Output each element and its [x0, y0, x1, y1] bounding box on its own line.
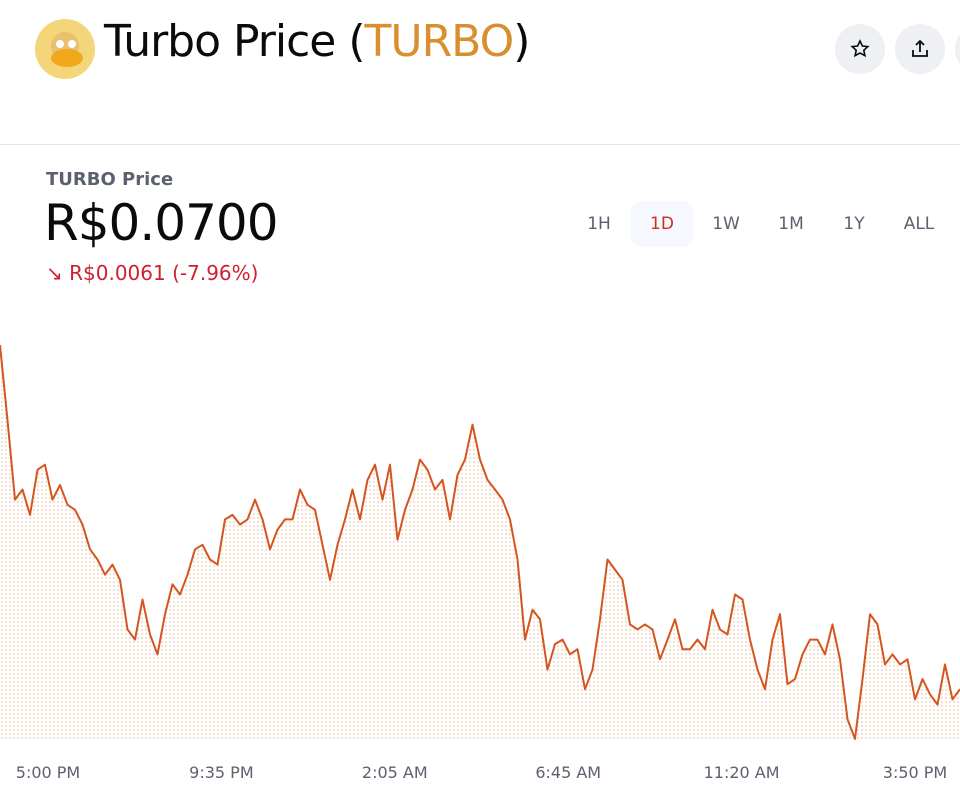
x-axis-label: 9:35 PM: [189, 763, 253, 782]
star-icon: [850, 39, 870, 58]
x-axis-label: 5:00 PM: [16, 763, 80, 782]
change-arrow: ↘: [46, 261, 63, 285]
change-percent: (-7.96%): [172, 261, 259, 285]
change-amount: R$0.0061: [69, 261, 166, 285]
divider: [0, 144, 960, 145]
price-label: TURBO Price: [46, 169, 174, 190]
x-axis-label: 3:50 PM: [883, 763, 947, 782]
coin-icon: [35, 19, 95, 79]
price-area: [0, 345, 960, 740]
range-button[interactable]: 1D: [631, 201, 693, 247]
title-suffix: ): [513, 16, 530, 67]
page-title: Turbo Price (TURBO): [104, 16, 530, 67]
x-axis-label: 2:05 AM: [362, 763, 428, 782]
range-button[interactable]: 1Y: [843, 214, 865, 234]
range-button[interactable]: ALL: [903, 214, 935, 234]
favorite-button[interactable]: [835, 24, 885, 74]
range-button[interactable]: 1H: [587, 214, 611, 234]
share-button[interactable]: [895, 24, 945, 74]
range-button[interactable]: 1M: [778, 214, 804, 234]
more-button[interactable]: [955, 24, 960, 74]
price-line: [0, 345, 960, 740]
title-symbol: TURBO: [364, 16, 515, 67]
x-axis-label: 6:45 AM: [535, 763, 601, 782]
share-icon: [912, 39, 928, 57]
range-button[interactable]: 1W: [712, 214, 740, 234]
price-change: ↘ R$0.0061 (-7.96%): [46, 261, 258, 285]
price-value: R$0.0700: [44, 194, 279, 252]
x-axis-label: 11:20 AM: [704, 763, 780, 782]
title-text: Turbo Price (: [104, 16, 365, 67]
